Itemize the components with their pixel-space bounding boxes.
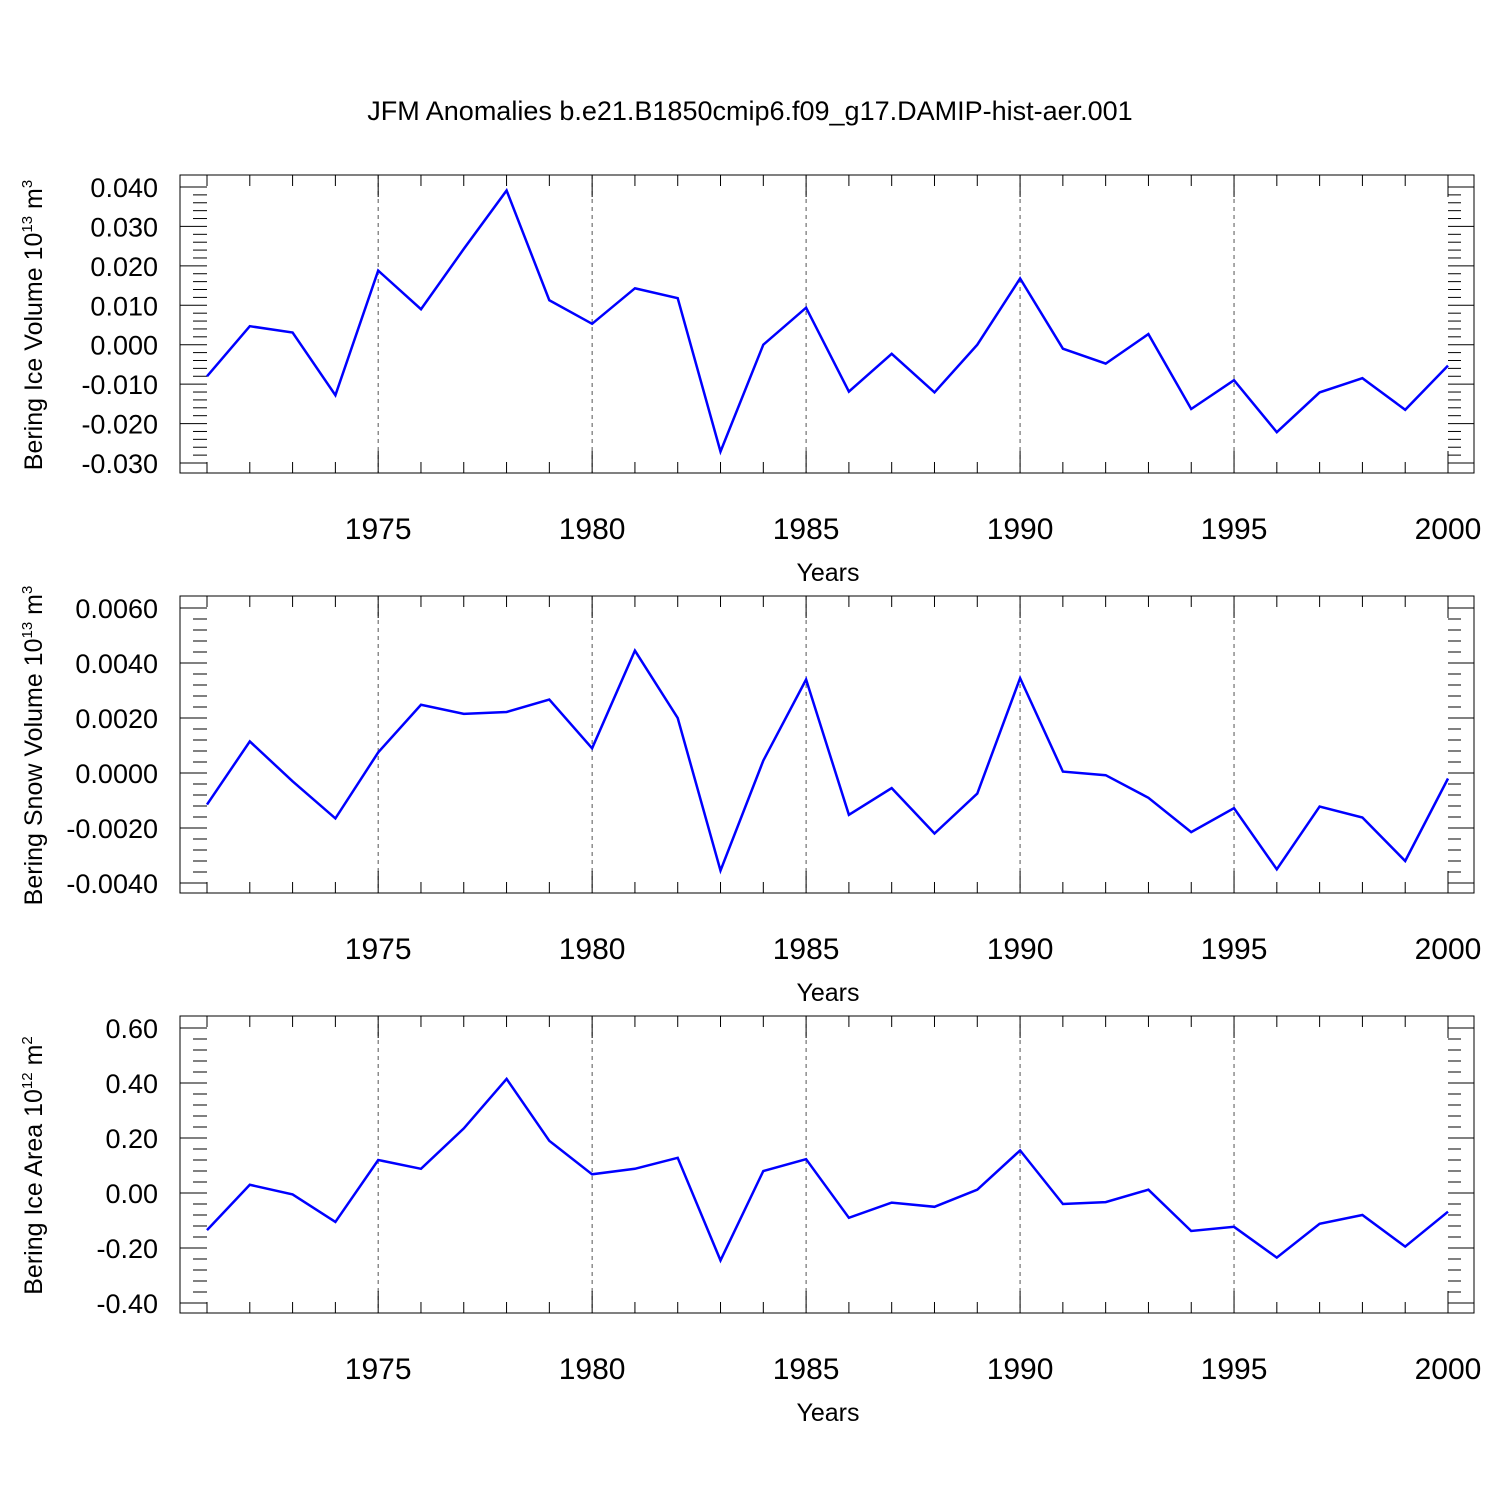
y-tick-label: -0.030 — [81, 449, 158, 479]
x-axis-label: Years — [796, 1399, 859, 1427]
y-tick-label: 0.010 — [90, 291, 158, 321]
x-tick-label: 1985 — [773, 1353, 840, 1386]
chart-title: JFM Anomalies b.e21.B1850cmip6.f09_g17.D… — [367, 96, 1133, 126]
x-tick-label: 2000 — [1415, 513, 1482, 546]
y-tick-label: 0.0000 — [75, 759, 158, 789]
plot-frame — [179, 174, 1475, 474]
x-tick-label: 1990 — [987, 933, 1054, 966]
x-axis-label: Years — [796, 979, 859, 1007]
x-tick-label: 1990 — [987, 1353, 1054, 1386]
plot-frame — [179, 595, 1475, 894]
y-tick-label: -0.0020 — [66, 814, 158, 844]
y-tick-label: 0.000 — [90, 331, 158, 361]
y-tick-label: 0.040 — [90, 173, 158, 203]
y-tick-label: 0.40 — [105, 1069, 158, 1099]
plot-frame — [179, 1015, 1475, 1314]
x-tick-label: 1980 — [559, 1353, 626, 1386]
x-tick-label: 1985 — [773, 933, 840, 966]
y-tick-label: -0.010 — [81, 370, 158, 400]
x-axis-label: Years — [796, 559, 859, 587]
x-tick-label: 1995 — [1201, 1353, 1268, 1386]
y-axis-label: Bering Snow Volume 1013 m3 — [19, 586, 48, 906]
data-line — [206, 1076, 1449, 1264]
x-tick-label: 1995 — [1201, 933, 1268, 966]
x-tick-label: 1975 — [345, 1353, 412, 1386]
subplot-2: 0.0060 0.0040 0.0020 0.0000 -0.0020 -0.0040 19… — [19, 586, 1481, 1007]
x-tick-label: 2000 — [1415, 1353, 1482, 1386]
x-tick-label: 1990 — [987, 513, 1054, 546]
y-tick-label: -0.20 — [96, 1234, 158, 1264]
y-tick-label: 0.0040 — [75, 649, 158, 679]
y-tick-label: 0.60 — [105, 1014, 158, 1044]
y-tick-label: 0.0060 — [75, 594, 158, 624]
y-tick-label: -0.40 — [96, 1289, 158, 1319]
subplot-3: 0.60 0.40 0.20 0.00 -0.20 -0.40 1975 1980 1985 19… — [19, 1014, 1481, 1427]
x-tick-label: 1980 — [559, 933, 626, 966]
y-tick-label: 0.0020 — [75, 704, 158, 734]
y-tick-label: 0.030 — [90, 212, 158, 242]
x-tick-label: 1995 — [1201, 513, 1268, 546]
x-tick-label: 1980 — [559, 513, 626, 546]
x-tick-label: 1975 — [345, 933, 412, 966]
y-tick-label: -0.020 — [81, 410, 158, 440]
y-tick-label: 0.020 — [90, 252, 158, 282]
data-line — [205, 647, 1450, 875]
y-tick-label: 0.00 — [105, 1179, 158, 1209]
x-tick-label: 2000 — [1415, 933, 1482, 966]
subplot-1: 0.040 0.030 0.020 0.010 0.000 -0.010 -0.020 -0.… — [19, 173, 1481, 587]
data-line — [206, 187, 1449, 456]
y-tick-label: 0.20 — [105, 1124, 158, 1154]
x-tick-label: 1975 — [345, 513, 412, 546]
y-tick-label: -0.0040 — [66, 869, 158, 899]
y-axis-label: Bering Ice Area 1012 m2 — [19, 1036, 48, 1295]
x-tick-label: 1985 — [773, 513, 840, 546]
y-axis-label: Bering Ice Volume 1013 m3 — [19, 180, 48, 470]
